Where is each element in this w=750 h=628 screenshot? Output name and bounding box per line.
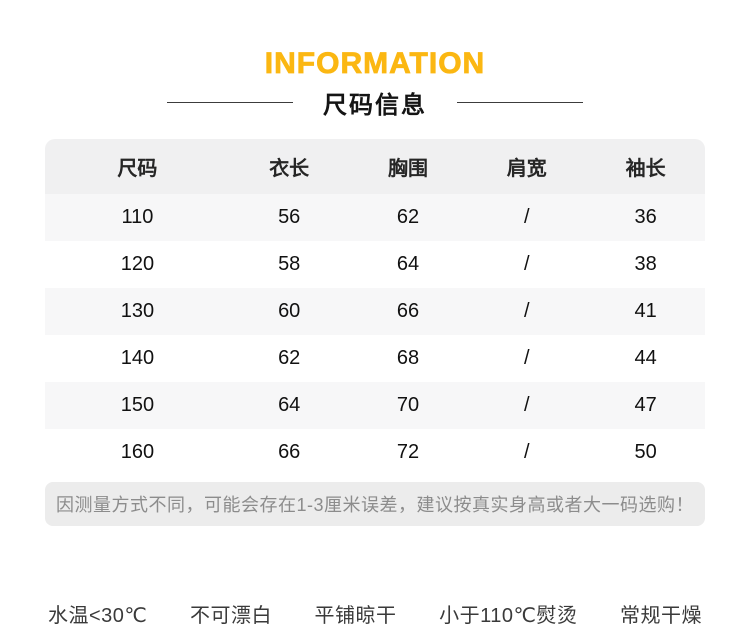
table-cell: 150 — [120, 393, 155, 416]
table-cell: 47 — [634, 393, 657, 416]
table-cell: / — [524, 346, 530, 369]
table-cell: 50 — [634, 440, 657, 463]
measurement-notice-text: 因测量方式不同，可能会存在1-3厘米误差，建议按真实身高或者大一码选购！ — [55, 494, 694, 515]
table-row: 160 66 72 / 50 — [45, 429, 705, 476]
table-cell: 140 — [120, 346, 155, 369]
measurement-notice: 因测量方式不同，可能会存在1-3厘米误差，建议按真实身高或者大一码选购！ — [45, 481, 705, 526]
table-cell: 130 — [120, 299, 155, 322]
page-header: INFORMATION 尺码信息 — [0, 0, 750, 120]
column-header: 尺码 — [117, 157, 158, 180]
column-header: 胸围 — [387, 157, 428, 180]
table-cell: 160 — [120, 440, 155, 463]
care-item: 小于110℃熨烫 — [439, 546, 577, 628]
subtitle-left-line — [167, 101, 293, 103]
care-label: 平铺晾干 — [314, 604, 397, 627]
table-cell: 58 — [278, 252, 301, 275]
normal-dry-icon: ${t} — [640, 546, 682, 592]
page-subtitle: 尺码信息 — [323, 91, 427, 119]
table-cell: 64 — [278, 393, 301, 416]
table-cell: / — [524, 299, 530, 322]
table-cell: 36 — [634, 205, 657, 228]
table-cell: 66 — [396, 299, 420, 322]
wash-30-icon: ${t} — [75, 546, 121, 592]
table-cell: 72 — [396, 440, 420, 463]
table-cell: / — [524, 440, 530, 463]
subtitle-row: 尺码信息 — [0, 85, 750, 120]
table-cell: 64 — [396, 252, 420, 275]
table-row: 150 64 70 / 47 — [45, 381, 705, 429]
care-item: 平铺晾干 — [315, 546, 397, 628]
svg-text:${t}: ${t} — [644, 559, 677, 584]
flat-dry-icon — [335, 546, 377, 592]
table-cell: / — [524, 393, 530, 416]
care-instructions-row: ${t} 水温<30℃ 不可漂白 平铺晾干 小于110℃熨烫 ${t} 常规干燥 — [48, 546, 702, 628]
care-label: 小于110℃熨烫 — [439, 604, 578, 627]
table-cell: 60 — [278, 299, 301, 322]
care-label: 水温<30℃ — [48, 604, 148, 627]
table-cell: 66 — [278, 440, 301, 463]
no-bleach-icon — [206, 546, 256, 592]
svg-text:${t}: ${t} — [89, 566, 106, 577]
table-cell: 41 — [634, 299, 657, 322]
size-table: 尺码 衣长 胸围 肩宽 袖长 110 56 62 / 36 120 58 64 / 38 130 60 66 / 4… — [45, 138, 705, 476]
page-title: INFORMATION — [264, 47, 486, 80]
care-item: 不可漂白 — [190, 546, 272, 628]
table-row: 120 58 64 / 38 — [45, 241, 705, 288]
care-label: 不可漂白 — [189, 604, 272, 627]
care-label: 常规干燥 — [620, 604, 702, 627]
table-cell: / — [524, 252, 530, 275]
table-body: 110 56 62 / 36 120 58 64 / 38 130 60 66 / 41 140 62 68 / 44… — [45, 193, 705, 476]
column-header: 衣长 — [269, 157, 310, 180]
subtitle-right-line — [457, 101, 583, 103]
care-item: ${t} 水温<30℃ — [48, 546, 147, 628]
iron-110-icon — [482, 546, 534, 592]
table-header-row: 尺码 衣长 胸围 肩宽 袖长 — [45, 138, 705, 194]
column-header: 肩宽 — [506, 157, 547, 180]
table-cell: 110 — [121, 205, 154, 228]
table-cell: 56 — [278, 205, 301, 228]
table-row: 140 62 68 / 44 — [45, 335, 705, 382]
table-cell: 62 — [278, 346, 301, 369]
table-cell: 70 — [396, 393, 420, 416]
table-cell: 44 — [634, 346, 657, 369]
care-item: ${t} 常规干燥 — [620, 546, 702, 628]
table-cell: 68 — [396, 346, 420, 369]
column-header: 袖长 — [625, 157, 666, 180]
table-cell: 62 — [396, 205, 420, 228]
table-row: 130 60 66 / 41 — [45, 287, 705, 335]
table-cell: / — [524, 205, 530, 228]
table-cell: 38 — [634, 252, 657, 275]
table-row: 110 56 62 / 36 — [45, 193, 705, 241]
table-cell: 120 — [120, 252, 155, 275]
